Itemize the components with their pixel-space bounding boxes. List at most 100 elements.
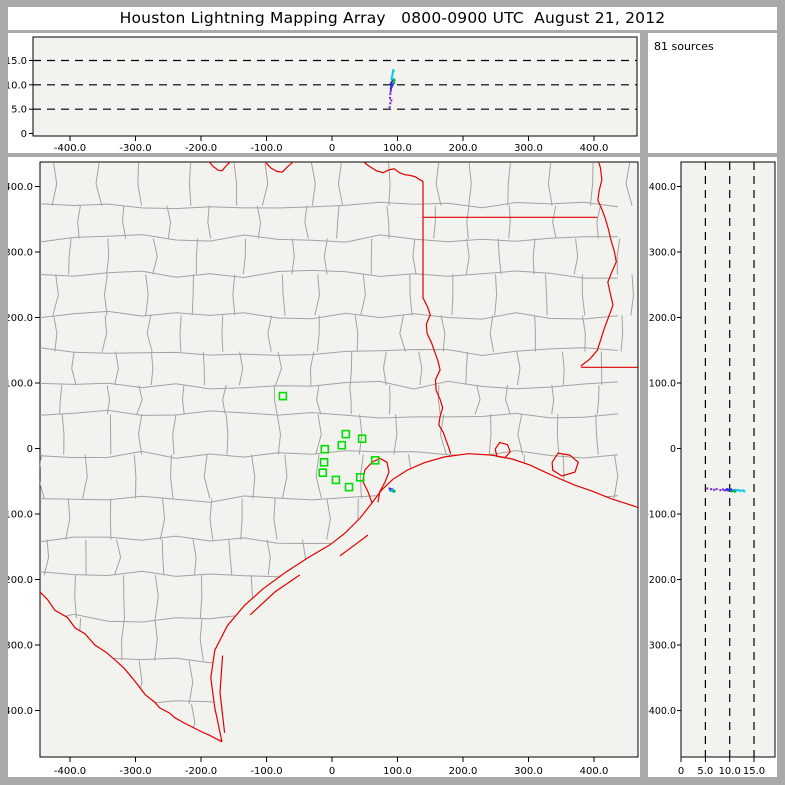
county-line-v — [275, 351, 283, 386]
lightning-source-point — [389, 96, 391, 99]
county-line-h — [39, 380, 619, 390]
ew-altitude-plot-area[interactable] — [32, 36, 638, 137]
county-line-v — [123, 575, 125, 619]
county-line-v — [291, 238, 295, 275]
plan-view-map-plot[interactable]: -400.0 -300.0 -200.0 -100.0 0 100.0 200.0 300.0… — [8, 157, 640, 777]
lightning-source-point — [391, 71, 394, 74]
county-line-v — [349, 385, 352, 415]
county-line-v — [222, 384, 227, 415]
lma-station-marker — [318, 468, 328, 478]
county-line-v — [489, 315, 494, 352]
page-title: Houston Lightning Mapping Array 0800-090… — [119, 9, 666, 27]
lightning-source-point — [390, 78, 393, 80]
barrier-island-1 — [219, 655, 226, 733]
lma-stations — [278, 391, 380, 492]
tick-label: 300.0 — [514, 143, 543, 153]
county-line-v — [225, 414, 229, 455]
county-line-v — [465, 238, 470, 275]
lightning-source-point — [389, 90, 392, 93]
county-line-v — [494, 274, 498, 316]
county-line-v — [232, 274, 236, 316]
lightning-source-point — [389, 82, 392, 85]
lightning-source-point — [390, 86, 393, 89]
county-line-v — [145, 274, 149, 316]
lightning-source-point — [734, 488, 737, 491]
county-line-v — [74, 575, 77, 619]
county-line-v — [451, 274, 454, 316]
county-line-v — [203, 454, 211, 499]
county-line-v — [103, 274, 108, 316]
county-line-v — [195, 238, 199, 275]
county-line-v — [121, 618, 126, 661]
lightning-source-point — [390, 76, 393, 79]
county-line-v — [114, 351, 119, 386]
tick-label: -100.0 — [8, 510, 33, 521]
lightning-source-point — [391, 84, 394, 87]
county-line-v — [240, 498, 243, 540]
county-line-v — [551, 385, 555, 415]
county-line-v — [273, 498, 278, 540]
tick-label: -300.0 — [119, 766, 151, 777]
tick-label: -100.0 — [250, 143, 282, 153]
lightning-source-point — [388, 106, 391, 109]
lightning-source-point — [390, 99, 393, 102]
county-line-v — [43, 539, 50, 576]
tick-label: 100.0 — [649, 379, 676, 390]
county-line-v — [209, 498, 214, 540]
tick-label: -400.0 — [54, 766, 86, 777]
county-line-v — [532, 238, 536, 275]
plan-view-map-panel: -400.0 -300.0 -200.0 -100.0 0 100.0 200.0 300.0… — [8, 157, 640, 777]
county-line-v — [616, 238, 621, 275]
county-line-v — [437, 385, 441, 415]
county-line-v — [507, 162, 511, 206]
ns-altitude-plot-area[interactable] — [680, 161, 776, 758]
red-river-border-a — [208, 162, 232, 172]
tick-label: 400.0 — [580, 143, 609, 153]
county-line-v — [315, 454, 322, 499]
county-line-v — [242, 238, 246, 275]
county-line-v — [573, 238, 579, 275]
county-line-v — [281, 454, 288, 499]
county-line-v — [59, 385, 63, 415]
county-line-v — [273, 385, 278, 415]
tick-label: 400.0 — [580, 766, 609, 777]
county-line-v — [137, 414, 143, 455]
county-line-v — [382, 351, 387, 386]
county-line-v — [106, 238, 110, 275]
county-line-h — [39, 269, 618, 279]
gulf-coastline — [210, 453, 638, 743]
tick-label: -200.0 — [185, 766, 217, 777]
state-borders — [40, 162, 638, 743]
lightning-source-point — [741, 489, 744, 492]
ns-altitude-plot[interactable]: 400.0 300.0 200.0 100.0 0 -100.0 -200.0 -300.0 -… — [648, 157, 777, 777]
county-line-v — [304, 205, 309, 239]
tick-label: 100.0 — [383, 766, 412, 777]
county-line-v — [418, 351, 423, 386]
county-line-v — [323, 238, 328, 275]
county-line-v — [188, 660, 194, 705]
lightning-source-point — [393, 81, 396, 84]
county-line-v — [238, 351, 244, 386]
county-line-v — [191, 274, 194, 316]
texas-east-border-sabine — [422, 181, 452, 454]
tick-label: 15.0 — [743, 766, 765, 777]
tick-label: -400.0 — [648, 706, 676, 717]
county-line-v — [409, 274, 413, 316]
tick-label: -300.0 — [119, 143, 151, 153]
map-plot-area[interactable] — [39, 161, 639, 758]
ew-altitude-plot[interactable]: 0 5.0 10.0 15.0 -400.0 -300.0 -200.0 -100.0 0 100… — [8, 33, 640, 153]
lightning-source-point — [715, 488, 718, 491]
county-line-v — [620, 315, 624, 352]
county-line-v — [516, 351, 521, 386]
tick-label: 15.0 — [8, 56, 27, 67]
county-line-v — [169, 454, 174, 499]
county-line-v — [133, 454, 137, 499]
county-line-v — [433, 205, 436, 239]
county-line-v — [71, 351, 77, 386]
county-line-v — [68, 238, 72, 275]
tick-label: 0 — [21, 129, 27, 140]
county-line-v — [267, 315, 273, 352]
county-line-v — [316, 315, 320, 352]
county-line-v — [181, 385, 185, 415]
county-line-v — [77, 205, 81, 239]
